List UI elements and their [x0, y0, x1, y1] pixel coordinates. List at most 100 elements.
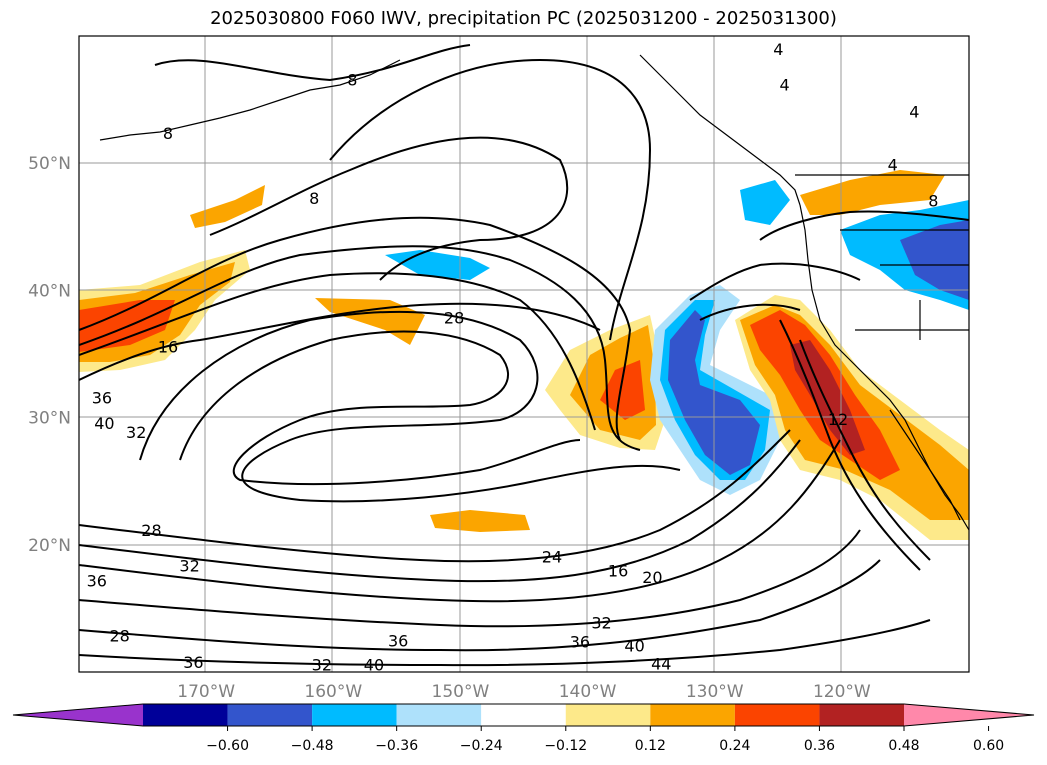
precip-shade-ne-orange — [800, 170, 945, 215]
colorbar-segment — [396, 704, 482, 726]
colorbar-segment — [819, 704, 904, 726]
colorbar: −0.60 −0.48 −0.36 −0.24 −0.12 0.12 0.24 0.36 0.4… — [12, 703, 1035, 754]
contour-label: 28 — [141, 521, 161, 540]
contour-label: 4 — [909, 102, 919, 121]
contour-16-ridge — [79, 216, 632, 441]
contour-label: 8 — [309, 189, 319, 208]
coastline-baja — [889, 409, 961, 521]
lat-tick-label: 50°N — [28, 154, 71, 174]
lon-tick-label: 150°W — [432, 682, 490, 702]
contour-east-12b — [779, 319, 921, 571]
lon-tick-label: 140°W — [559, 682, 617, 702]
colorbar-outline — [12, 703, 1035, 727]
lat-tick-label: 40°N — [28, 281, 71, 301]
contour-8-ridge — [209, 136, 569, 281]
contour-8-outer — [329, 58, 652, 341]
contour-label: 36 — [92, 389, 112, 408]
contour-32-south — [79, 529, 861, 628]
contour-label: 8 — [163, 124, 173, 143]
contour-east-12 — [799, 339, 931, 561]
lat-tick-label: 20°N — [28, 536, 71, 556]
contour-24-south — [79, 429, 791, 563]
contour-label: 4 — [888, 156, 898, 175]
contour-blue-loop — [689, 262, 861, 321]
colorbar-extend-low — [13, 704, 143, 726]
colorbar-tick-label: 0.60 — [973, 738, 1004, 754]
colorbar-segment — [312, 704, 397, 726]
coastline-aleutians — [99, 59, 401, 141]
contour-label: 36 — [570, 633, 590, 652]
contour-label: 36 — [388, 631, 408, 650]
contour-label: 28 — [110, 626, 130, 645]
precip-shade-bc-blue — [740, 180, 790, 225]
precip-shade-south-patch — [430, 510, 530, 532]
contour-label: 32 — [179, 556, 199, 575]
coastline-alaska-bc — [639, 54, 801, 206]
contour-label: 40 — [94, 414, 114, 433]
lon-tick-label: 120°W — [813, 682, 871, 702]
colorbar-segment — [734, 704, 820, 726]
contour-label: 24 — [542, 548, 562, 567]
colorbar-tick-label: 0.36 — [804, 738, 835, 754]
colorbar-tick-label: −0.48 — [291, 738, 334, 754]
contour-east-16 — [759, 210, 969, 241]
colorbar-tick-label: 0.24 — [719, 738, 750, 754]
colorbar-segment — [227, 704, 313, 726]
contour-label: 8 — [347, 71, 357, 90]
contour-label: 32 — [312, 656, 332, 675]
colorbar-tick-label: −0.12 — [544, 738, 587, 754]
contour-24 — [79, 272, 596, 431]
contour-20-south — [79, 439, 801, 583]
lon-labels: 170°W 160°W 150°W 140°W 130°W 120°W — [177, 682, 871, 702]
contour-20 — [79, 245, 641, 451]
colorbar-tick-label: −0.36 — [375, 738, 418, 754]
contour-8-north — [154, 44, 471, 82]
contour-40-south — [79, 619, 931, 667]
precip-shade-nw-patch — [190, 185, 265, 228]
contour-36-south — [79, 559, 881, 652]
precip-shade-ne-blue-core — [900, 220, 969, 300]
precip-shade-mid-patch — [315, 298, 425, 345]
coastline-us-west — [799, 204, 969, 531]
lon-tick-label: 160°W — [304, 682, 362, 702]
lat-tick-label: 30°N — [28, 409, 71, 429]
contour-label: 16 — [158, 338, 178, 357]
colorbar-segment — [565, 704, 651, 726]
precipitation-shading — [79, 170, 969, 540]
contour-label: 44 — [651, 654, 671, 673]
colorbar-segment — [650, 704, 735, 726]
colorbar-tick-label: −0.24 — [460, 738, 503, 754]
colorbar-tick-label: −0.60 — [206, 738, 249, 754]
contour-label: 32 — [591, 614, 611, 633]
lon-tick-label: 130°W — [686, 682, 744, 702]
contour-label: 28 — [444, 308, 464, 327]
contour-label: 40 — [364, 656, 384, 675]
lat-labels: 20°N 30°N 40°N 50°N — [28, 154, 71, 556]
contour-label: 20 — [642, 568, 662, 587]
precip-shade-mid-blue — [385, 250, 490, 280]
contour-36 — [79, 302, 601, 381]
contour-28-loop — [179, 330, 581, 486]
colorbar-tick-label: 0.48 — [888, 738, 919, 754]
colorbar-extend-high — [904, 704, 1034, 726]
contour-label: 8 — [928, 191, 938, 210]
contour-label: 36 — [183, 653, 203, 672]
contour-label: 4 — [773, 40, 783, 59]
chart-title: 2025030800 F060 IWV, precipitation PC (2… — [210, 8, 837, 29]
contour-label: 4 — [780, 76, 790, 95]
lon-tick-label: 170°W — [177, 682, 235, 702]
contour-label: 16 — [608, 562, 628, 581]
precip-shade-east-band-dark — [790, 340, 865, 455]
iwv-contours — [79, 44, 969, 667]
colorbar-segment — [143, 704, 228, 726]
coastlines — [99, 54, 969, 531]
contour-label: 12 — [828, 410, 848, 429]
colorbar-tick-label: 0.12 — [635, 738, 666, 754]
border-us-states — [840, 229, 969, 340]
contour-28-south — [79, 439, 841, 603]
colorbar-segment — [481, 704, 566, 726]
contour-label: 36 — [87, 572, 107, 591]
contour-label: 40 — [624, 637, 644, 656]
